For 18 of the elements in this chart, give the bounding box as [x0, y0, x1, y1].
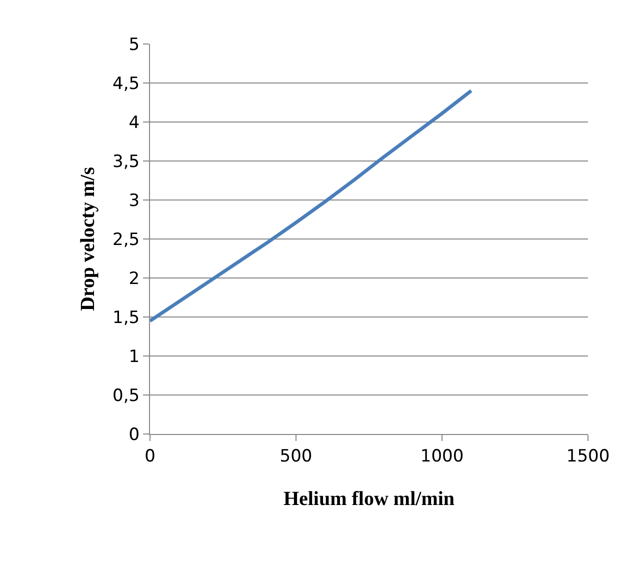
y-tick-label: 3,5 [112, 152, 140, 172]
y-tick-label: 0,5 [112, 386, 140, 406]
line-series [150, 89, 473, 323]
y-tick-label: 4,5 [112, 74, 140, 94]
x-tick-label: 1500 [566, 446, 610, 466]
y-tick-label: 1 [128, 346, 140, 367]
y-tick-label: 2,5 [112, 230, 140, 250]
y-tick-label: 0 [128, 424, 140, 445]
y-tick-label: 2 [128, 268, 140, 289]
y-tick-label: 4 [128, 112, 140, 133]
y-tick-label: 5 [128, 34, 140, 55]
y-tick-label: 3 [128, 190, 140, 211]
x-tick-label: 500 [280, 446, 312, 466]
x-axis-title: Helium flow ml/min [283, 488, 455, 510]
x-tick-label: 0 [144, 446, 156, 466]
x-tick-label: 1000 [420, 446, 464, 466]
y-axis-title: Drop velocty m/s [77, 166, 100, 312]
y-tick-label: 1,5 [112, 308, 140, 328]
